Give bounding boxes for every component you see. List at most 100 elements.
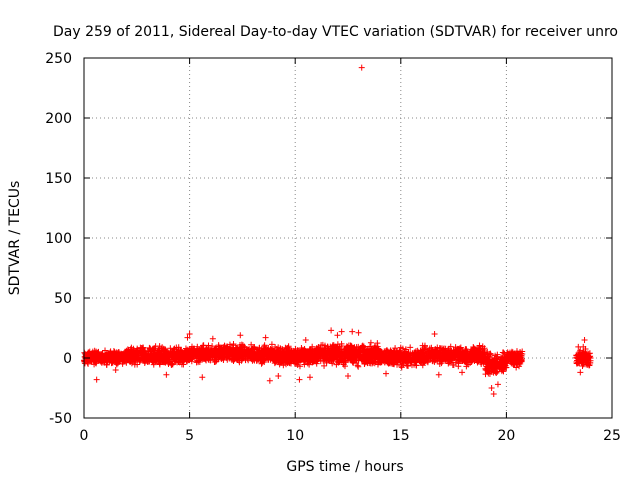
data-point-outlier — [237, 332, 244, 339]
data-point — [378, 357, 385, 364]
data-point — [127, 348, 134, 355]
data-point — [175, 356, 182, 363]
data-point — [387, 347, 394, 354]
data-point — [225, 345, 232, 352]
data-point — [241, 344, 248, 351]
data-point — [324, 343, 331, 350]
data-point-outlier — [199, 374, 206, 381]
data-point-outlier — [358, 64, 365, 71]
data-point — [400, 355, 407, 362]
data-point — [407, 344, 414, 351]
data-point-outlier — [494, 381, 501, 388]
data-point-outlier — [435, 371, 442, 378]
data-point — [341, 363, 348, 370]
data-point — [484, 361, 491, 368]
data-point — [207, 354, 214, 361]
data-point — [488, 362, 495, 369]
data-point-outlier — [302, 337, 309, 343]
data-point-outlier — [334, 332, 341, 339]
data-point — [137, 344, 144, 351]
data-point — [365, 353, 372, 360]
data-point — [101, 359, 108, 366]
data-point — [213, 346, 220, 353]
data-point — [434, 355, 441, 362]
data-point — [161, 359, 168, 366]
data-point — [159, 355, 166, 362]
data-point — [405, 351, 412, 358]
data-point — [340, 350, 347, 357]
data-point — [235, 349, 242, 356]
data-point — [148, 352, 155, 359]
data-point — [133, 348, 140, 355]
y-tick-label: 0 — [63, 351, 72, 367]
data-point — [383, 348, 390, 355]
data-point — [505, 355, 512, 362]
data-point — [321, 362, 328, 369]
data-point — [261, 353, 268, 360]
data-point — [151, 357, 158, 364]
data-point — [189, 349, 196, 356]
data-point — [303, 350, 310, 357]
data-point — [405, 363, 412, 370]
data-point — [167, 351, 174, 358]
data-point — [370, 345, 377, 352]
data-point — [429, 358, 436, 365]
data-point — [200, 350, 207, 357]
y-tick-label: 50 — [54, 291, 72, 307]
data-point — [393, 348, 400, 355]
data-point-outlier — [345, 373, 351, 379]
data-point — [355, 352, 362, 359]
data-point — [519, 351, 526, 358]
data-point — [440, 353, 447, 360]
data-point — [209, 343, 216, 350]
data-point — [421, 345, 428, 352]
data-point — [508, 350, 515, 357]
data-point — [131, 351, 138, 358]
data-point — [355, 363, 362, 370]
data-point — [95, 348, 102, 355]
data-point — [156, 348, 163, 355]
data-point — [476, 342, 483, 349]
data-point — [274, 352, 281, 359]
data-point — [369, 357, 376, 364]
data-point-outlier — [488, 385, 495, 391]
data-point — [99, 350, 106, 357]
data-point — [325, 347, 332, 354]
data-point — [354, 362, 361, 369]
data-point — [280, 362, 287, 369]
data-point — [419, 355, 426, 362]
data-point — [320, 348, 327, 355]
data-point — [338, 349, 345, 356]
data-point-outlier — [186, 331, 193, 337]
data-point — [446, 353, 453, 360]
data-point-outlier — [184, 334, 191, 341]
data-point — [271, 360, 278, 367]
data-point — [470, 356, 477, 363]
chart-title: Day 259 of 2011, Sidereal Day-to-day VTE… — [53, 24, 618, 40]
data-point — [468, 350, 475, 357]
data-point — [406, 355, 413, 362]
data-point — [147, 345, 154, 352]
data-point — [367, 339, 374, 346]
data-point-outlier — [383, 370, 390, 377]
data-point — [484, 354, 491, 361]
data-point — [391, 358, 398, 365]
data-point — [174, 359, 181, 366]
data-point — [197, 356, 204, 363]
data-point — [457, 354, 464, 361]
data-point — [319, 350, 326, 357]
data-point — [423, 353, 430, 360]
data-point — [515, 355, 522, 362]
data-point — [338, 355, 345, 362]
y-tick-label: -50 — [49, 411, 72, 427]
data-point — [389, 355, 396, 362]
data-point — [384, 357, 391, 364]
data-point — [517, 360, 524, 367]
data-point — [256, 345, 263, 352]
data-point — [93, 357, 100, 364]
data-point — [306, 347, 313, 354]
data-point — [351, 350, 358, 357]
data-point — [345, 353, 352, 360]
x-tick-label: 25 — [603, 428, 621, 444]
